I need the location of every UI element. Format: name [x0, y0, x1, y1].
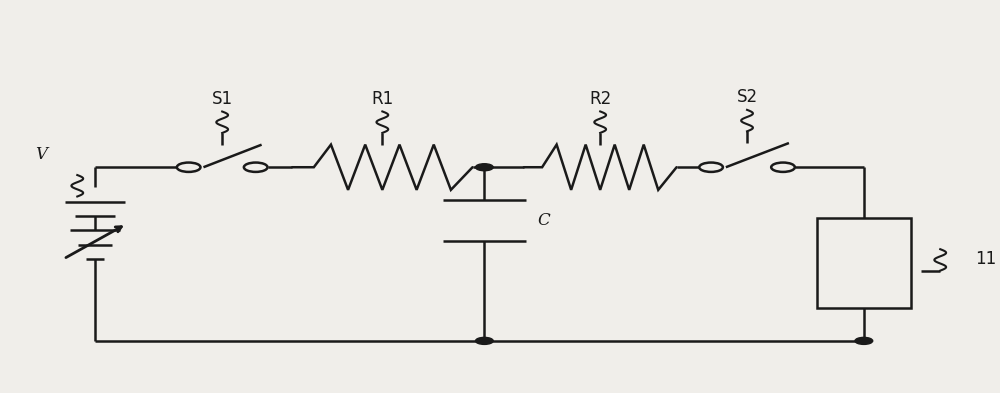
- Circle shape: [475, 164, 493, 171]
- Text: 11: 11: [975, 250, 996, 268]
- Bar: [817, 218, 911, 308]
- Text: R1: R1: [371, 90, 393, 108]
- Text: C: C: [538, 212, 550, 230]
- Circle shape: [475, 337, 493, 344]
- Text: S1: S1: [212, 90, 233, 108]
- Text: V: V: [35, 146, 47, 163]
- Text: S2: S2: [736, 88, 758, 106]
- Text: R2: R2: [589, 90, 611, 108]
- Circle shape: [855, 337, 873, 344]
